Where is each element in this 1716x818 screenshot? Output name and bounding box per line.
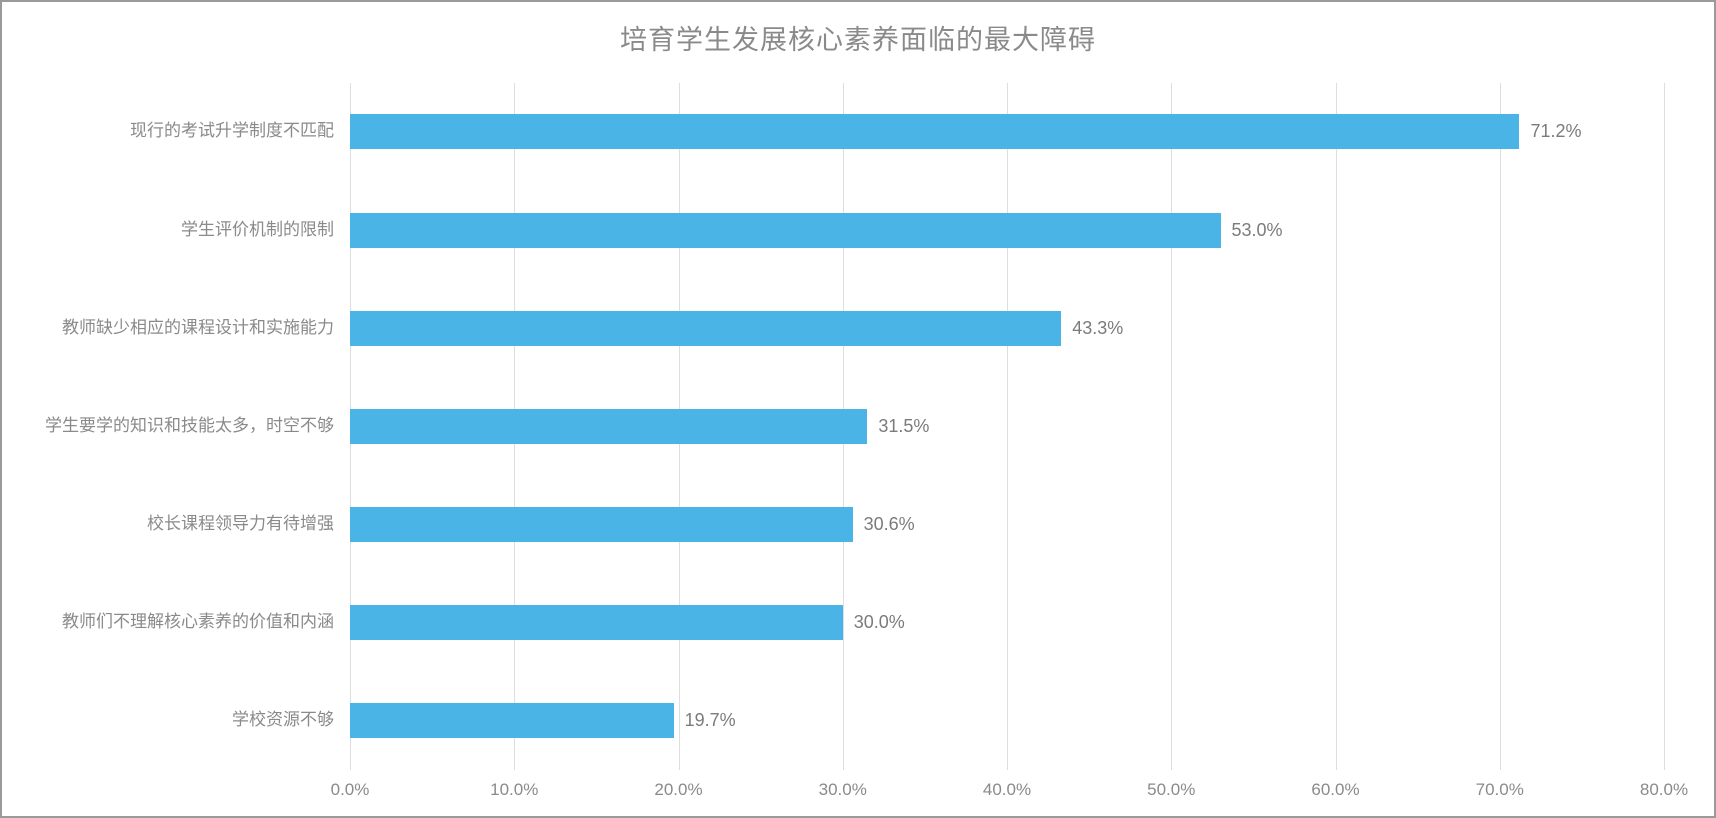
gridline	[1664, 83, 1665, 770]
x-tick-label: 80.0%	[1639, 780, 1689, 799]
bar[interactable]	[350, 604, 843, 640]
x-tick-label: 0.0%	[330, 780, 370, 799]
category-label: 教师缺少相应的课程设计和实施能力	[62, 317, 334, 338]
bar[interactable]	[350, 310, 1062, 346]
gridline	[1171, 83, 1173, 770]
category-label: 教师们不理解核心素养的价值和内涵	[62, 611, 334, 632]
x-tick-label: 40.0%	[982, 780, 1032, 799]
category-label: 校长课程领导力有待增强	[147, 513, 334, 534]
category-label: 学生评价机制的限制	[181, 219, 334, 240]
gridline	[1335, 83, 1337, 770]
bar[interactable]	[350, 408, 868, 444]
x-tick-label: 10.0%	[490, 780, 539, 799]
x-tick-label: 70.0%	[1475, 780, 1524, 799]
category-label: 学生要学的知识和技能太多，时空不够	[45, 415, 334, 436]
bar[interactable]	[350, 506, 853, 542]
bar[interactable]	[350, 113, 1520, 149]
bar[interactable]	[350, 212, 1221, 248]
data-label: 30.0%	[853, 611, 905, 632]
x-tick-label: 30.0%	[818, 780, 867, 799]
x-tick-label: 60.0%	[1311, 780, 1360, 799]
category-label: 现行的考试升学制度不匹配	[130, 120, 334, 141]
data-label: 43.3%	[1072, 317, 1124, 338]
category-label: 学校资源不够	[232, 709, 334, 730]
data-label: 71.2%	[1530, 120, 1582, 141]
gridline	[1499, 83, 1501, 770]
data-label: 31.5%	[878, 415, 930, 436]
gridline	[1007, 83, 1008, 770]
data-label: 53.0%	[1231, 219, 1283, 240]
data-label: 30.6%	[863, 513, 915, 534]
data-label: 19.7%	[684, 709, 736, 730]
bar[interactable]	[350, 702, 674, 738]
chart-title: 培育学生发展核心素养面临的最大障碍	[620, 25, 1096, 56]
x-tick-label: 20.0%	[654, 780, 703, 799]
plot-area: 71.2% 53.0% 43.3% 31.5% 30.6% 30.0% 19.7%	[350, 83, 1665, 770]
x-tick-label: 50.0%	[1147, 780, 1196, 799]
